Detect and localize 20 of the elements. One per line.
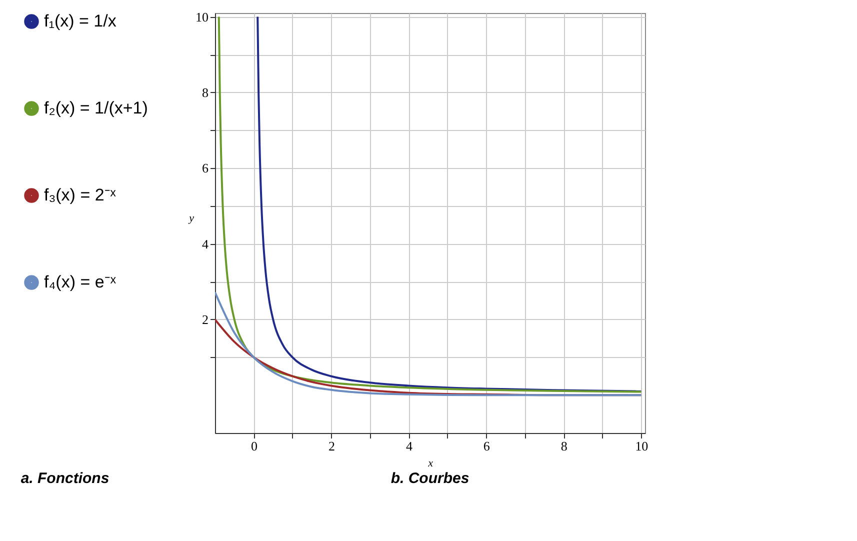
text: b. Courbes [390,470,470,487]
legend-label: f₃(x) = 2⁻ˣ [44,186,116,204]
text: a. Fonctions [20,470,110,487]
x-tick-label: 4 [406,438,413,454]
legend-label: f₄(x) = e⁻ˣ [44,272,116,292]
legend-label: f₂(x) = 1/(x+1) [44,98,148,118]
x-tick-label: 2 [328,438,335,454]
y-tick-label: 10 [196,9,208,24]
x-tick-label: 0 [250,438,258,454]
y-tick-label: 4 [202,236,209,252]
y-axis-title: y [188,212,194,224]
y-tick-label: 8 [202,84,208,100]
y-tick-label: 6 [202,160,209,176]
y-tick-label: 2 [202,312,208,327]
x-tick-label: 10 [635,438,648,454]
line-series [215,291,642,396]
x-tick-label: 8 [560,438,568,454]
x-axis-title: x [427,458,434,470]
legend-label: f₁(x) = 1/x [44,12,117,30]
x-tick-label: 6 [483,438,490,454]
